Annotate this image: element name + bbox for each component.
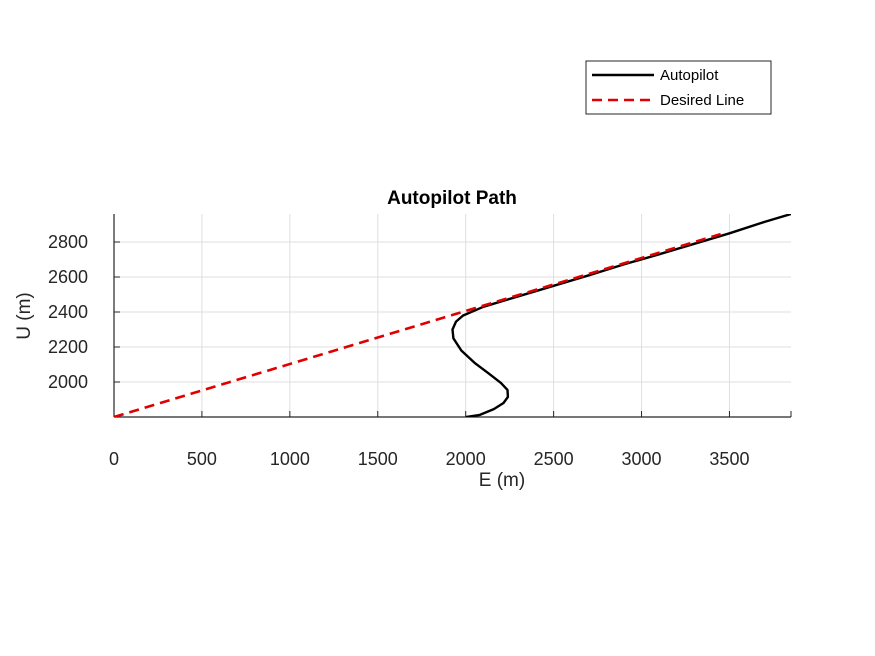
tick-labels: 0 500 1000 1500 2000 2500 3000 3500 2000 2200 2400…	[48, 232, 750, 469]
x-tick-label: 2000	[446, 449, 486, 469]
plot-series	[114, 214, 791, 417]
x-tick-label: 3500	[709, 449, 749, 469]
legend-label-autopilot: Autopilot	[660, 67, 719, 84]
x-tick-label: 1500	[358, 449, 398, 469]
y-tick-label: 2800	[48, 232, 88, 252]
y-tick-label: 2000	[48, 372, 88, 392]
x-tick-label: 500	[187, 449, 217, 469]
series-line-autopilot	[451, 214, 791, 417]
legend-box	[585, 60, 772, 115]
x-tick-label: 1000	[270, 449, 310, 469]
x-tick-label: 2500	[534, 449, 574, 469]
axes	[113, 214, 792, 418]
x-tick-label: 3000	[622, 449, 662, 469]
x-axis-label: E (m)	[479, 470, 525, 491]
y-tick-label: 2400	[48, 302, 88, 322]
y-tick-label: 2200	[48, 337, 88, 357]
series-line-desired-line	[114, 232, 722, 417]
chart-title: Autopilot Path	[387, 188, 517, 209]
y-tick-label: 2600	[48, 267, 88, 287]
y-axis-label: U (m)	[14, 292, 35, 339]
legend: Autopilot Desired Line	[585, 60, 772, 115]
legend-label-desired-line: Desired Line	[660, 92, 744, 109]
x-tick-label: 0	[109, 449, 119, 469]
